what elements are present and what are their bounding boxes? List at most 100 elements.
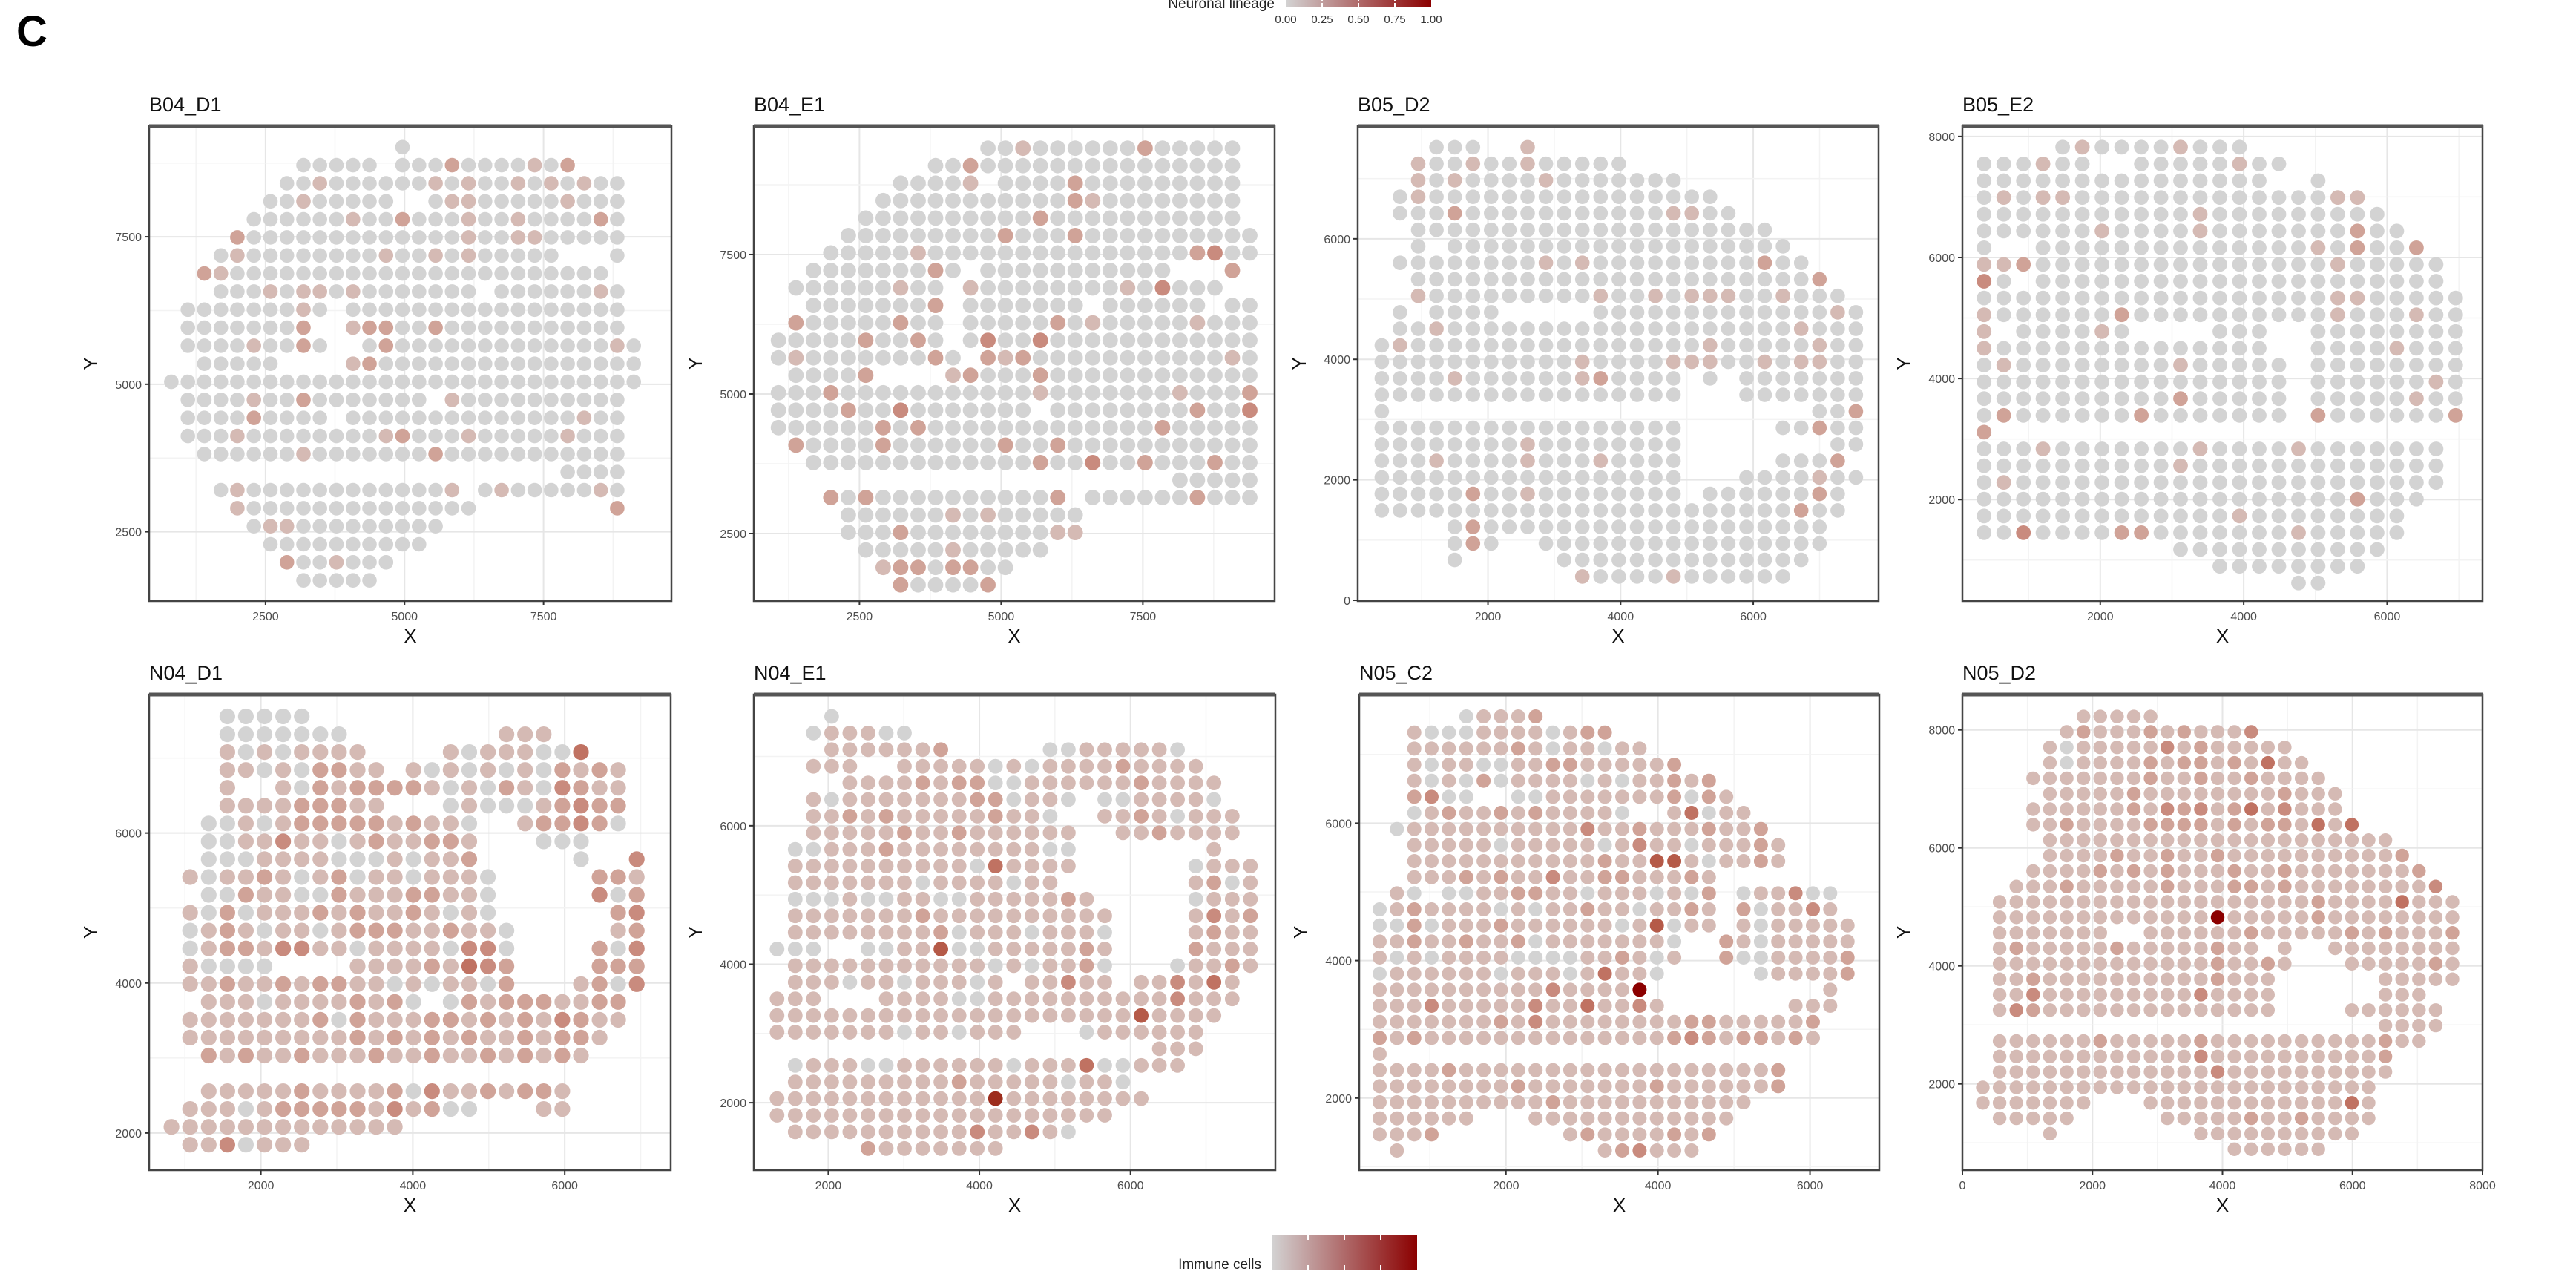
x-tick-label: 7500 <box>1130 611 1157 623</box>
spot <box>980 490 996 505</box>
spot <box>1067 228 1083 243</box>
spot <box>2114 475 2129 490</box>
spot <box>878 958 894 974</box>
spot <box>279 176 295 191</box>
spot <box>362 266 377 281</box>
spot <box>841 419 856 436</box>
spot <box>861 841 875 857</box>
spot <box>1812 420 1827 436</box>
spot <box>362 573 377 588</box>
spot <box>2409 307 2424 323</box>
spot <box>1032 419 1048 436</box>
spot <box>823 245 839 261</box>
spot <box>1067 384 1083 401</box>
spot <box>510 302 526 318</box>
spot <box>823 437 839 453</box>
spot <box>1739 288 1754 303</box>
spot <box>346 194 361 209</box>
spot <box>824 758 839 774</box>
spot <box>1410 437 1426 452</box>
spot <box>805 419 821 436</box>
spot <box>1812 387 1827 402</box>
spot <box>312 157 328 173</box>
spot <box>461 922 478 939</box>
spot <box>230 428 245 444</box>
spot <box>610 869 626 885</box>
panel-title: B04_D1 <box>149 93 222 116</box>
spot <box>263 428 278 444</box>
spot <box>1476 773 1491 788</box>
spot <box>2350 407 2365 423</box>
spot <box>1806 918 1820 933</box>
spot <box>1528 838 1543 853</box>
spot <box>1224 210 1241 226</box>
spot <box>2291 274 2306 289</box>
spot <box>279 374 295 390</box>
spot <box>1242 455 1258 470</box>
spot <box>237 922 254 939</box>
spot <box>1050 140 1066 157</box>
spot <box>387 780 403 796</box>
spot <box>1593 569 1609 584</box>
spot <box>1137 332 1153 348</box>
spot <box>331 922 347 939</box>
spot <box>2389 274 2405 289</box>
spot <box>1593 222 1609 237</box>
spot <box>1996 391 2011 407</box>
spot <box>1511 934 1525 949</box>
spot <box>1593 371 1609 386</box>
spot <box>1189 315 1206 331</box>
spot <box>1067 245 1083 261</box>
spot <box>461 1101 478 1117</box>
spot <box>554 798 571 814</box>
spot <box>2345 864 2359 879</box>
spot <box>962 280 979 296</box>
spot <box>200 1137 217 1153</box>
spot <box>1137 263 1153 278</box>
spot <box>861 942 875 956</box>
spot <box>197 320 212 335</box>
spot <box>933 758 948 774</box>
spot <box>2310 407 2326 423</box>
spot <box>2294 1034 2309 1048</box>
spot <box>962 157 979 174</box>
spot <box>510 356 526 372</box>
spot <box>980 559 996 576</box>
spot <box>1775 371 1790 386</box>
spot <box>1390 966 1404 981</box>
spot <box>1476 758 1491 772</box>
spot <box>2143 972 2158 986</box>
spot <box>769 991 785 1007</box>
spot <box>499 780 515 796</box>
spot <box>1684 239 1699 254</box>
spot <box>1024 1074 1039 1090</box>
spot <box>1992 1096 2007 1110</box>
spot <box>1649 1111 1664 1126</box>
spot <box>997 245 1013 261</box>
spot <box>2232 139 2247 155</box>
spot <box>230 501 245 516</box>
spot <box>279 194 295 209</box>
spot <box>213 482 229 498</box>
spot <box>1684 886 1699 901</box>
spot <box>2173 206 2188 222</box>
spot <box>275 887 292 903</box>
spot <box>1615 1127 1629 1142</box>
spot <box>378 176 394 191</box>
spot <box>263 211 278 227</box>
spot <box>1580 966 1595 981</box>
spot <box>2271 542 2287 557</box>
spot <box>878 1140 894 1156</box>
spot <box>1465 222 1481 237</box>
spot <box>1061 958 1076 974</box>
spot <box>1061 891 1076 907</box>
spot <box>841 298 856 313</box>
spot <box>1719 1014 1734 1029</box>
spot <box>769 1025 785 1040</box>
spot <box>2074 324 2090 339</box>
spot <box>962 332 979 348</box>
spot <box>2310 475 2326 490</box>
spot <box>2412 864 2426 879</box>
spot <box>610 338 625 353</box>
spot <box>2035 358 2051 372</box>
